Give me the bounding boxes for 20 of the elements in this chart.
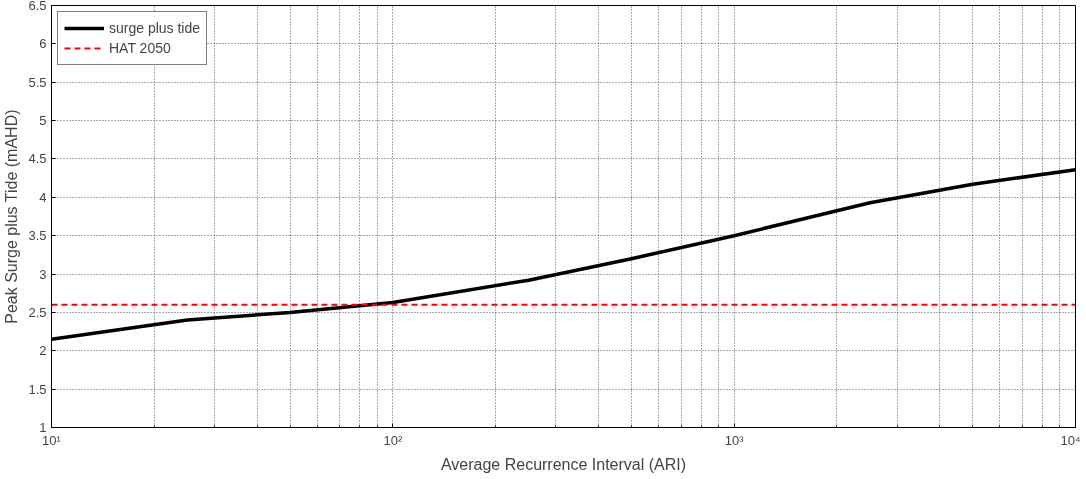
y-tick-label: 1 [39,420,47,435]
y-tick-label: 2 [39,343,47,359]
y-tick-label: 4.5 [28,151,47,167]
y-tick-label: 3.5 [28,228,47,244]
legend-label: surge plus tide [109,20,201,36]
y-tick-label: 6.5 [28,0,47,13]
y-tick-label: 3 [39,266,47,282]
x-tick-label: 10² [383,432,403,448]
y-tick-label: 5 [39,113,47,129]
legend-label: HAT 2050 [109,40,171,56]
x-tick-label: 10⁴ [1060,432,1081,448]
y-tick-label: 2.5 [28,304,47,320]
y-axis-title: Peak Surge plus Tide (mAHD) [3,109,21,324]
x-tick-label: 10¹ [42,432,62,448]
y-tick-label: 4 [39,189,47,205]
x-tick-label: 10³ [724,432,745,448]
y-tick-label: 6 [39,36,47,52]
y-tick-label: 5.5 [28,74,47,90]
y-tick-label: 1.5 [28,381,47,397]
x-axis-title: Average Recurrence Interval (ARI) [440,455,687,473]
